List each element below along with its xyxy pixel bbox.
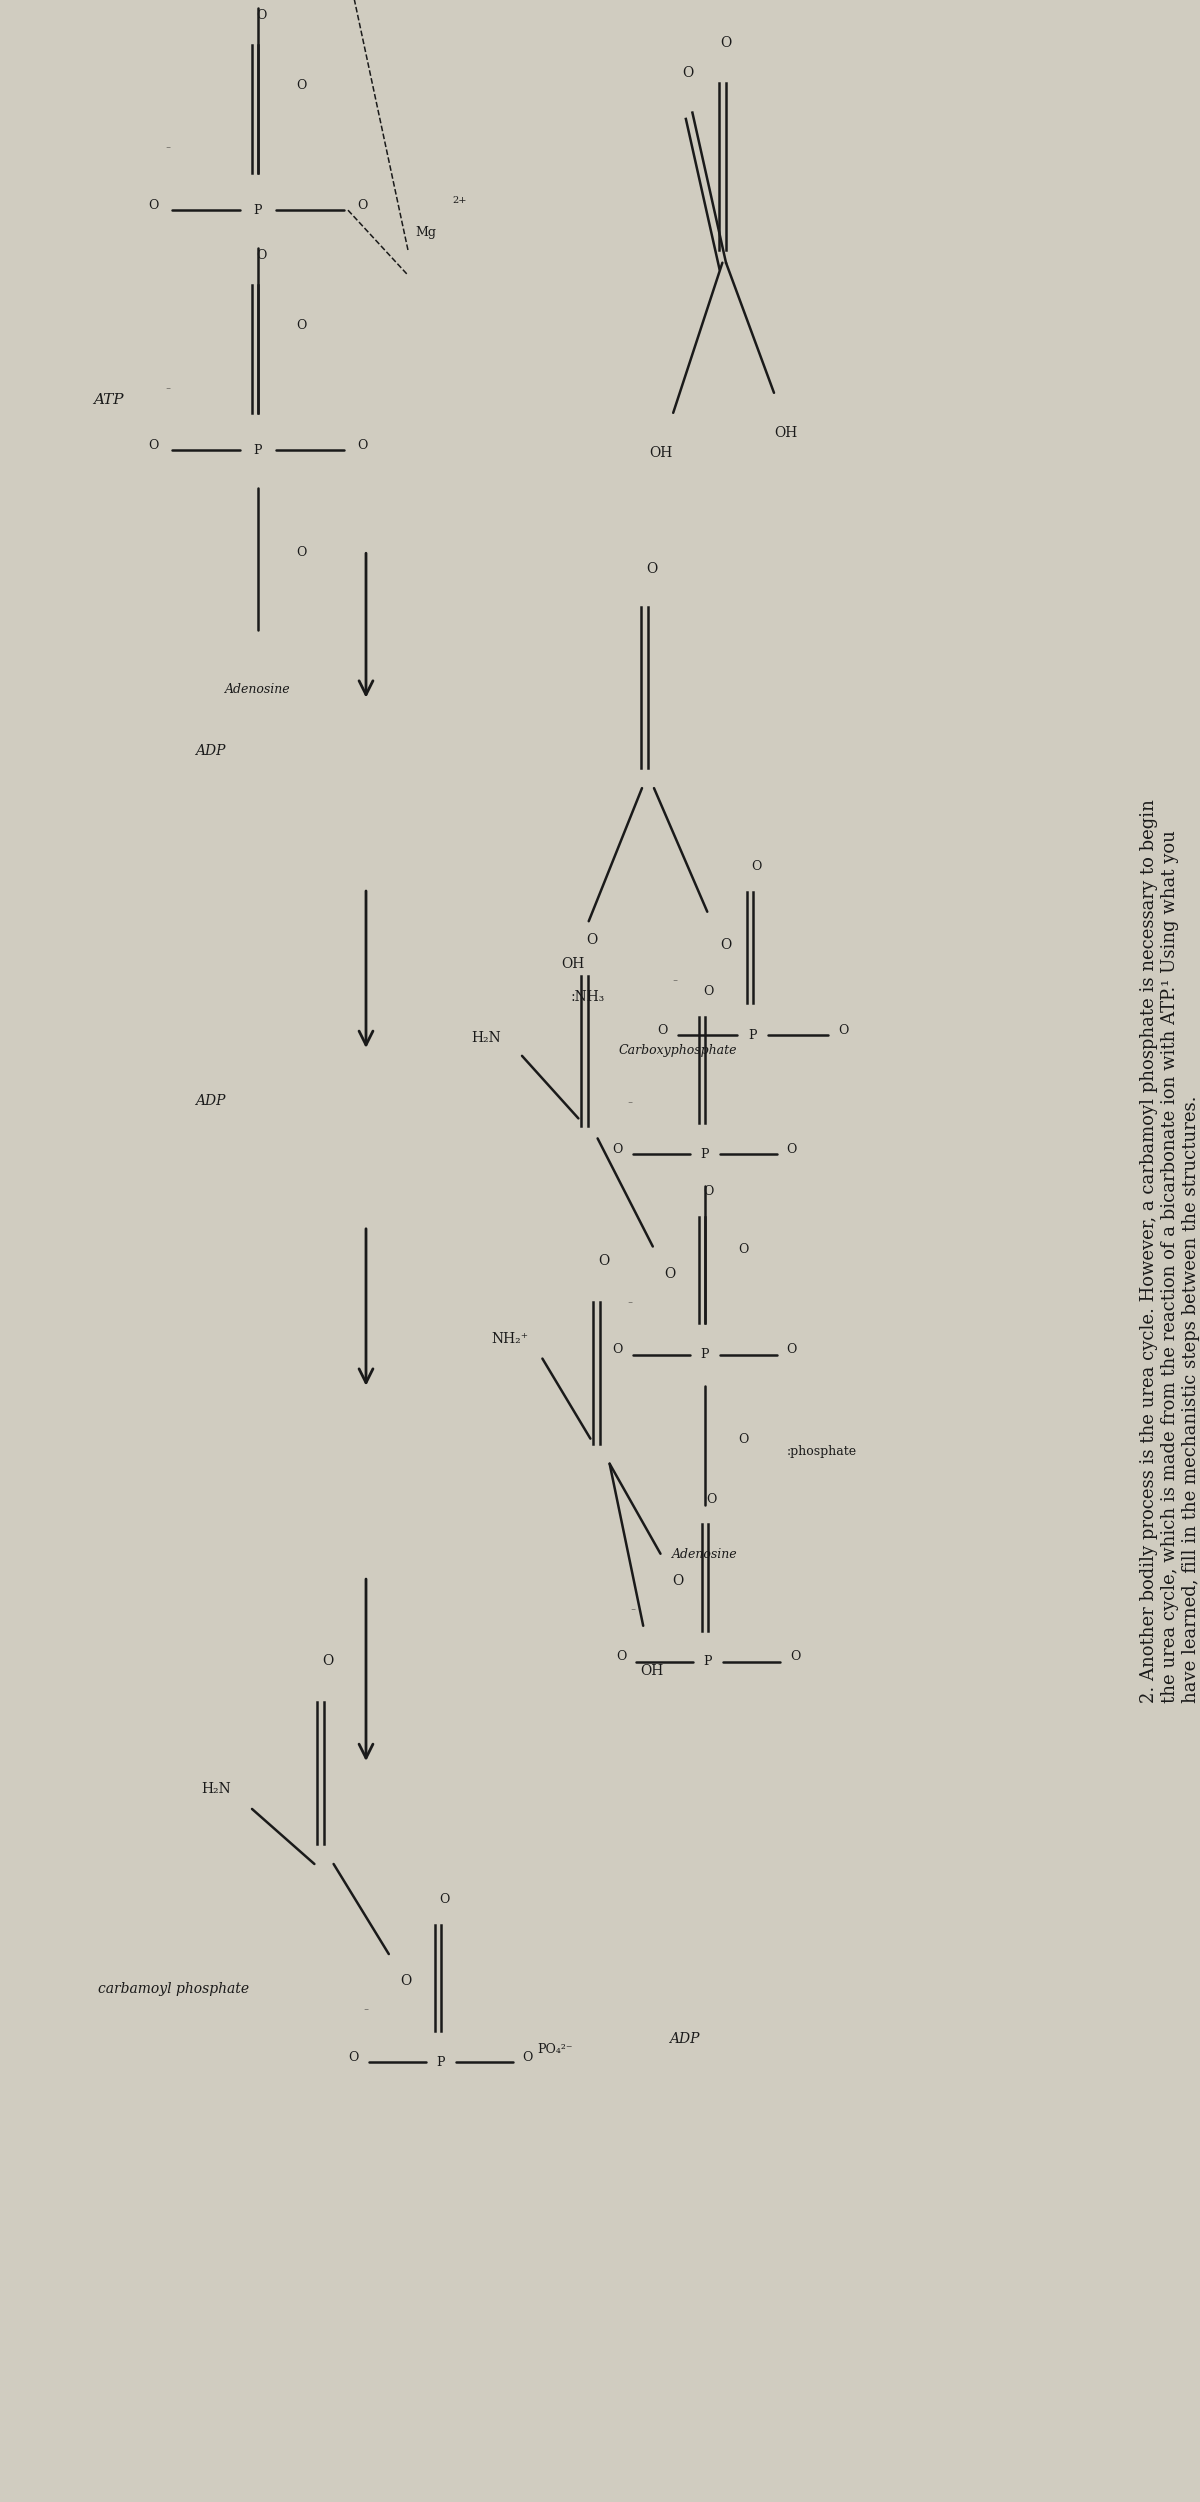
Text: :NH₃: :NH₃ xyxy=(571,991,605,1003)
Text: O: O xyxy=(348,2052,359,2064)
Text: O: O xyxy=(665,1266,676,1281)
Text: O: O xyxy=(149,438,158,453)
Text: 2+: 2+ xyxy=(452,195,467,205)
Text: O: O xyxy=(296,545,306,558)
Text: O: O xyxy=(707,1494,716,1506)
Text: ⁻: ⁻ xyxy=(630,1606,636,1616)
Text: O: O xyxy=(612,1143,623,1156)
Text: OH: OH xyxy=(641,1664,664,1679)
Text: OH: OH xyxy=(562,958,584,971)
Text: P: P xyxy=(437,2057,445,2069)
Text: P: P xyxy=(749,1028,757,1041)
Text: O: O xyxy=(296,78,306,93)
Text: O: O xyxy=(358,438,367,453)
Text: 2. Another bodily process is the urea cycle. However, a carbamoyl phosphate is n: 2. Another bodily process is the urea cy… xyxy=(1140,798,1200,1704)
Text: O: O xyxy=(646,563,658,575)
Text: ⁻: ⁻ xyxy=(628,1101,632,1108)
Text: ⁻: ⁻ xyxy=(166,385,170,395)
Text: Mg: Mg xyxy=(415,225,437,240)
Text: ADP: ADP xyxy=(668,2032,700,2047)
Text: O: O xyxy=(738,1243,749,1256)
Text: P: P xyxy=(253,203,263,218)
Text: OH: OH xyxy=(649,445,673,460)
Text: O: O xyxy=(616,1651,626,1664)
Text: O: O xyxy=(322,1654,334,1669)
Text: O: O xyxy=(720,938,731,951)
Text: O: O xyxy=(149,198,158,213)
Text: O: O xyxy=(522,2052,533,2064)
Text: NH₂⁺: NH₂⁺ xyxy=(492,1331,528,1346)
Text: O: O xyxy=(296,318,306,333)
Text: O: O xyxy=(751,861,762,873)
Text: O: O xyxy=(738,1434,749,1446)
Text: Adenosine: Adenosine xyxy=(226,683,290,696)
Text: O: O xyxy=(720,35,732,50)
Text: ⁻: ⁻ xyxy=(628,1301,632,1309)
Text: O: O xyxy=(786,1143,797,1156)
Text: O: O xyxy=(786,1344,797,1356)
Text: ⁻: ⁻ xyxy=(166,145,170,155)
Text: ATP: ATP xyxy=(92,393,124,408)
Text: P: P xyxy=(703,1656,713,1669)
Text: H₂N: H₂N xyxy=(472,1031,500,1046)
Text: O: O xyxy=(703,1186,714,1198)
Text: O: O xyxy=(439,1894,450,1907)
Text: O: O xyxy=(257,248,266,263)
Text: P: P xyxy=(701,1148,709,1161)
Text: O: O xyxy=(790,1651,800,1664)
Text: O: O xyxy=(682,65,694,80)
Text: ⁻: ⁻ xyxy=(364,2007,368,2017)
Text: O: O xyxy=(838,1023,848,1036)
Text: O: O xyxy=(658,1023,667,1036)
Text: O: O xyxy=(586,933,598,948)
Text: P: P xyxy=(253,443,263,458)
Text: O: O xyxy=(358,198,367,213)
Text: Adenosine: Adenosine xyxy=(672,1549,738,1561)
Text: O: O xyxy=(612,1344,623,1356)
Text: O: O xyxy=(672,1574,683,1589)
Text: PO₄²⁻: PO₄²⁻ xyxy=(536,2044,572,2057)
Text: H₂N: H₂N xyxy=(202,1781,230,1796)
Text: O: O xyxy=(401,1974,412,1989)
Text: :phosphate: :phosphate xyxy=(787,1444,857,1459)
Text: Carboxyphosphate: Carboxyphosphate xyxy=(619,1043,737,1058)
Text: ADP: ADP xyxy=(194,1093,226,1108)
Text: ADP: ADP xyxy=(194,743,226,758)
Text: O: O xyxy=(257,8,266,23)
Text: OH: OH xyxy=(774,425,798,440)
Text: ⁻: ⁻ xyxy=(672,978,678,988)
Text: O: O xyxy=(703,986,714,998)
Text: carbamoyl phosphate: carbamoyl phosphate xyxy=(98,1982,250,1997)
Text: O: O xyxy=(598,1254,610,1269)
Text: P: P xyxy=(701,1349,709,1361)
